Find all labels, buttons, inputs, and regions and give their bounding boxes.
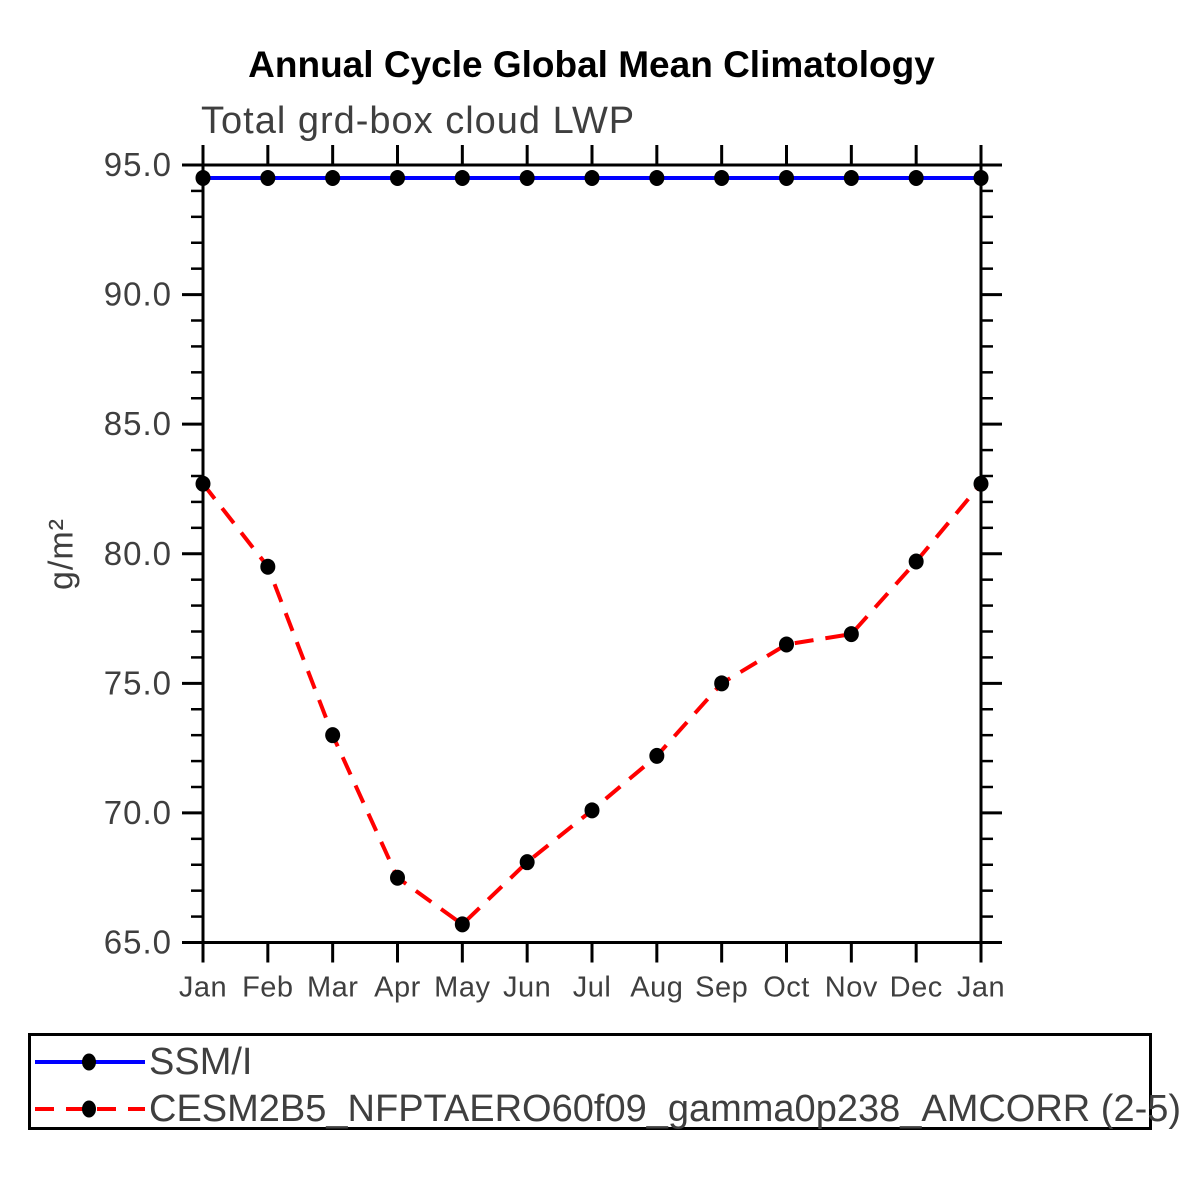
x-tick-label: Apr: [374, 972, 421, 1004]
legend-swatch-cesm: [35, 1100, 145, 1118]
legend-label-cesm: CESM2B5_NFPTAERO60f09_gamma0p238_AMCORR …: [149, 1087, 1182, 1130]
series-0-marker-dot: [714, 169, 730, 186]
y-tick-label: 80.0: [104, 535, 172, 572]
y-tick-label: 95.0: [104, 146, 172, 183]
series-1-marker-dot: [325, 727, 341, 744]
x-tick-label: Feb: [242, 972, 293, 1004]
series-1-marker-dot: [779, 636, 794, 653]
series-1-marker-dot: [390, 869, 405, 886]
x-tick-label: Mar: [307, 972, 358, 1004]
y-tick-label: 75.0: [104, 664, 172, 701]
legend-entry-ssmi: SSM/I: [33, 1041, 252, 1083]
series-0-marker-dot: [519, 169, 535, 186]
series-1-marker-dot: [649, 747, 665, 764]
legend-entry-cesm: CESM2B5_NFPTAERO60f09_gamma0p238_AMCORR …: [33, 1088, 1181, 1130]
x-tick-label: Oct: [763, 972, 810, 1004]
plot-area: Jan Feb Mar Apr May Jun Jul Aug Sep Oct Nov Dec Jan 9…: [104, 145, 1005, 1004]
series-0-marker-dot: [260, 169, 276, 186]
series-line-1: [201, 482, 983, 927]
x-tick-label: Jul: [573, 972, 612, 1004]
x-tick-label: May: [434, 972, 490, 1004]
plot-frame: [201, 163, 983, 944]
series-1-marker-dot: [714, 675, 730, 692]
series-0-marker-dot: [908, 169, 924, 186]
series-1-marker-dot: [454, 916, 470, 933]
legend-swatch-ssmi: [35, 1053, 145, 1071]
x-tick-label: Jun: [503, 972, 551, 1004]
series-0-marker-dot: [843, 169, 859, 186]
x-tick-label: Jan: [179, 972, 227, 1004]
chart-title: Annual Cycle Global Mean Climatology: [248, 44, 935, 85]
series-1-marker-dot: [519, 854, 535, 871]
series-0-marker-dot: [779, 169, 794, 186]
series-1-marker-dot: [973, 475, 989, 492]
legend-label-ssmi: SSM/I: [149, 1040, 253, 1083]
series-0-marker-dot: [973, 169, 989, 186]
series-0-marker-dot: [454, 169, 470, 186]
series-1-marker-dot: [260, 558, 276, 575]
y-tick-label: 70.0: [104, 794, 172, 831]
y-tick-label: 65.0: [104, 924, 172, 961]
series-1-marker-dot: [908, 553, 924, 570]
x-tick-label: Dec: [890, 972, 943, 1004]
chart-subtitle: Total grd-box cloud LWP: [201, 100, 636, 142]
series-0-marker-dot: [325, 169, 341, 186]
x-tick-label: Jan: [957, 972, 1005, 1004]
x-tick-label: Nov: [825, 972, 878, 1004]
series-1-marker-dot: [584, 802, 600, 819]
legend-marker-dot: [82, 1100, 96, 1118]
series-0-marker-dot: [195, 169, 211, 186]
x-tick-label: Aug: [630, 972, 683, 1004]
x-tick-label: Sep: [695, 972, 748, 1004]
series-0-marker-dot: [390, 169, 405, 186]
legend-marker-dot: [82, 1053, 96, 1071]
series-1-marker-dot: [195, 475, 211, 492]
y-tick-label: 90.0: [104, 276, 172, 313]
series-0-marker-dot: [649, 169, 665, 186]
series-1-marker-dot: [843, 626, 859, 643]
series-0-marker-dot: [584, 169, 600, 186]
legend-box: SSM/I CESM2B5_NFPTAERO60f09_gamma0p238_A…: [28, 1033, 1181, 1130]
y-tick-label: 85.0: [104, 405, 172, 442]
